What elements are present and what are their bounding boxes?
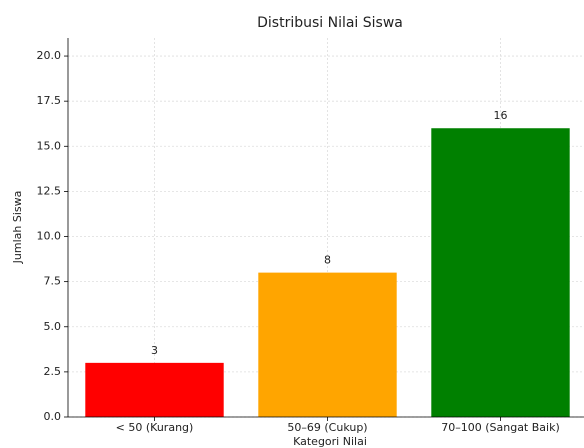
value-label: 3 [151,344,158,357]
y-tick-label: 0.0 [44,410,62,423]
x-tick-label: < 50 (Kurang) [116,421,194,434]
y-tick-label: 17.5 [37,94,62,107]
chart-title: Distribusi Nilai Siswa [257,15,403,31]
bar [431,128,570,417]
y-tick-label: 12.5 [37,184,62,197]
x-tick-label: 70–100 (Sangat Baik) [441,421,560,434]
y-tick-label: 10.0 [37,230,62,243]
value-label: 8 [324,254,331,267]
x-axis-label: Kategori Nilai [293,435,367,448]
y-tick-label: 7.5 [44,275,62,288]
x-tick-label: 50–69 (Cukup) [287,421,367,434]
value-label: 16 [494,109,508,122]
bar [258,272,397,417]
y-tick-label: 5.0 [44,320,62,333]
y-axis-label: Jumlah Siswa [11,191,24,265]
y-tick-label: 20.0 [37,49,62,62]
bar [85,362,224,417]
y-tick-label: 2.5 [44,365,62,378]
y-tick-label: 15.0 [37,139,62,152]
